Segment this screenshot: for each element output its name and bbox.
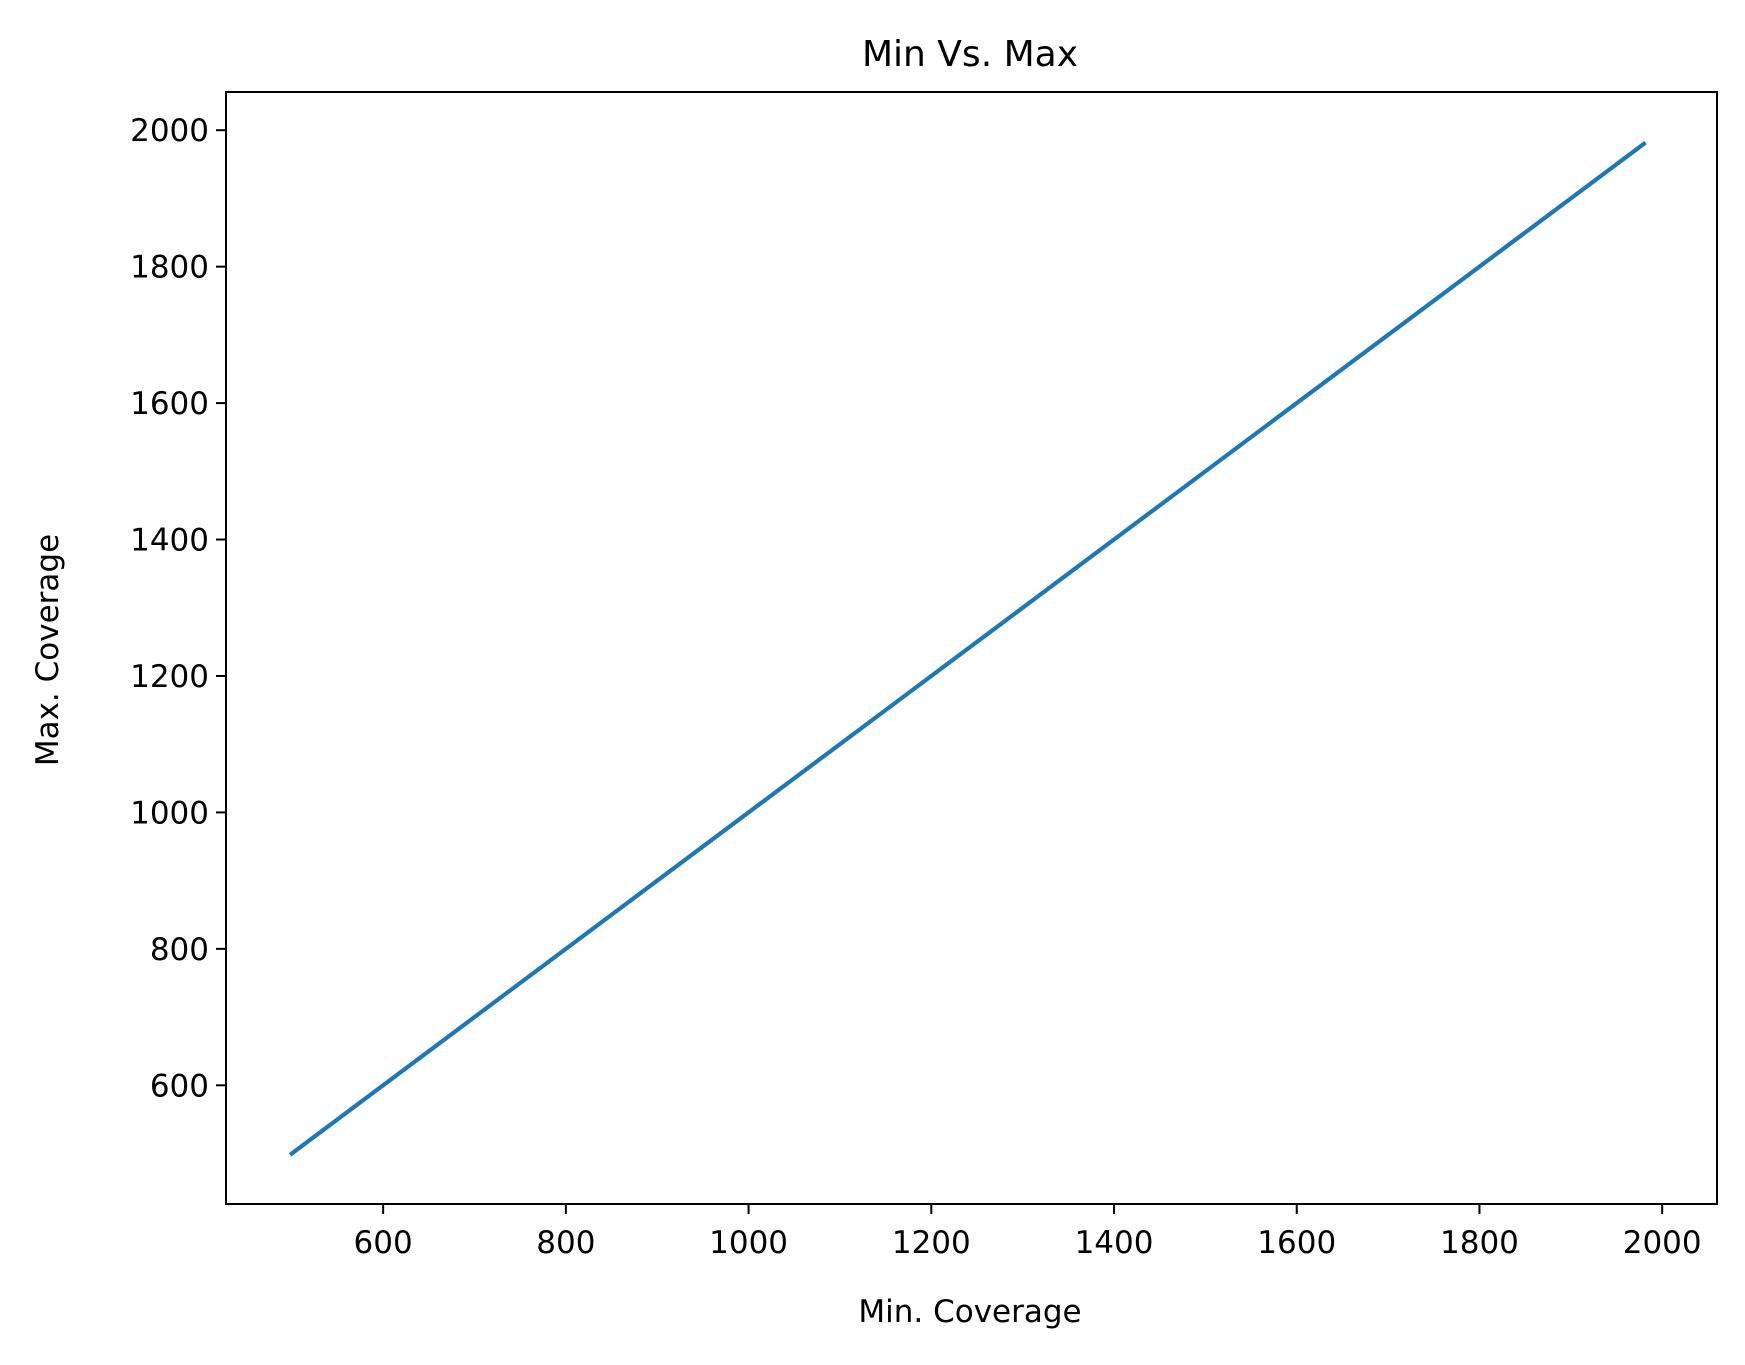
x-tick-label: 1000 xyxy=(709,1225,788,1261)
x-axis-ticks: 600 800 1000 1200 1400 1600 1800 2000 xyxy=(354,1204,1702,1261)
x-tick-label: 1400 xyxy=(1075,1225,1154,1261)
x-axis-label: Min. Coverage xyxy=(858,1294,1081,1330)
y-tick-label: 1000 xyxy=(130,795,209,831)
y-axis-ticks: 600 800 1000 1200 1400 1600 1800 2000 xyxy=(130,113,226,1104)
plot-area xyxy=(225,91,1718,1205)
axes-frame xyxy=(225,91,1718,1205)
y-axis-label: Max. Coverage xyxy=(30,534,66,766)
x-tick-label: 2000 xyxy=(1623,1225,1702,1261)
y-tick-label: 1600 xyxy=(130,386,209,422)
y-tick-label: 1400 xyxy=(130,523,209,559)
chart-title: Min Vs. Max xyxy=(862,34,1078,75)
y-tick-label: 2000 xyxy=(130,113,209,149)
x-tick-label: 600 xyxy=(354,1225,413,1261)
x-tick-label: 1600 xyxy=(1257,1225,1336,1261)
y-tick-label: 1200 xyxy=(130,659,209,695)
y-tick-label: 1800 xyxy=(130,250,209,286)
x-tick-label: 800 xyxy=(536,1225,595,1261)
x-tick-label: 1800 xyxy=(1440,1225,1519,1261)
x-tick-label: 1200 xyxy=(892,1225,971,1261)
y-tick-label: 600 xyxy=(150,1068,209,1104)
series-line-0 xyxy=(288,140,1647,1157)
y-tick-label: 800 xyxy=(150,932,209,968)
